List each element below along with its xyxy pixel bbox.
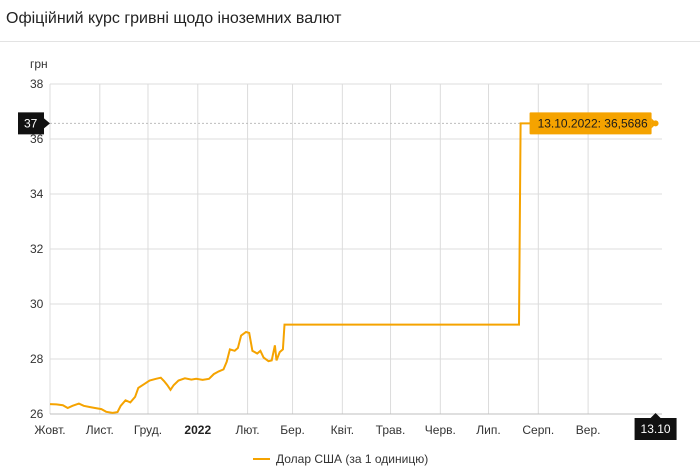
x-tick-label: Лют. — [236, 423, 260, 437]
y-badge-text: 37 — [24, 116, 38, 130]
y-tick-label: 36 — [30, 132, 44, 146]
page-header: Офіційний курс гривні щодо іноземних вал… — [0, 0, 700, 42]
x-tick-label: Квіт. — [331, 423, 355, 437]
x-badge-text: 13.10 — [641, 422, 671, 436]
x-tick-label: Бер. — [280, 423, 305, 437]
x-tick-label: Груд. — [134, 423, 162, 437]
x-tick-label: Лист. — [86, 423, 114, 437]
y-tick-label: 32 — [30, 242, 44, 256]
grid-lines — [49, 83, 662, 415]
x-tick-label: Вер. — [576, 423, 601, 437]
tooltip-pointer — [651, 118, 657, 129]
y-badge-pointer — [44, 118, 50, 129]
value-tooltip: 13.10.2022: 36,5686 — [529, 112, 657, 135]
x-badge-box — [634, 418, 677, 440]
page-title: Офіційний курс гривні щодо іноземних вал… — [6, 10, 342, 27]
y-tick-label: 26 — [30, 407, 44, 421]
y-badge-box — [18, 112, 44, 135]
x-tick-label: 2022 — [184, 423, 211, 437]
y-tick-label: 38 — [30, 77, 44, 91]
x-date-badge: 13.10 — [634, 413, 677, 440]
y-axis-label: грн — [30, 57, 48, 71]
tooltip-box — [529, 112, 652, 135]
x-tick-label: Лип. — [476, 423, 500, 437]
x-badge-pointer — [650, 413, 661, 418]
x-axis-ticks: Жовт. Лист. Груд. 2022 Лют. Бер. Квіт. Трав. Чер… — [34, 423, 600, 437]
y-tick-label: 30 — [30, 297, 44, 311]
x-tick-label: Серп. — [522, 423, 554, 437]
x-tick-label: Черв. — [425, 423, 456, 437]
tooltip-text: 13.10.2022: 36,5686 — [538, 116, 648, 130]
x-tick-label: Жовт. — [34, 423, 65, 437]
chart-legend[interactable]: Долар США (за 1 одиницю) — [253, 452, 428, 466]
series-line-usd — [49, 122, 656, 414]
y-axis-ticks: 26 28 30 32 34 36 38 — [30, 77, 44, 421]
legend-label-usd: Долар США (за 1 одиницю) — [276, 452, 428, 466]
exchange-rate-chart: грн 26 28 30 32 34 36 38 Жовт. Лист. Груд. 2022 Лю… — [18, 57, 677, 466]
y-tick-label: 28 — [30, 352, 44, 366]
y-tick-label: 34 — [30, 187, 44, 201]
y-value-badge: 37 — [18, 112, 50, 135]
x-tick-label: Трав. — [376, 423, 406, 437]
